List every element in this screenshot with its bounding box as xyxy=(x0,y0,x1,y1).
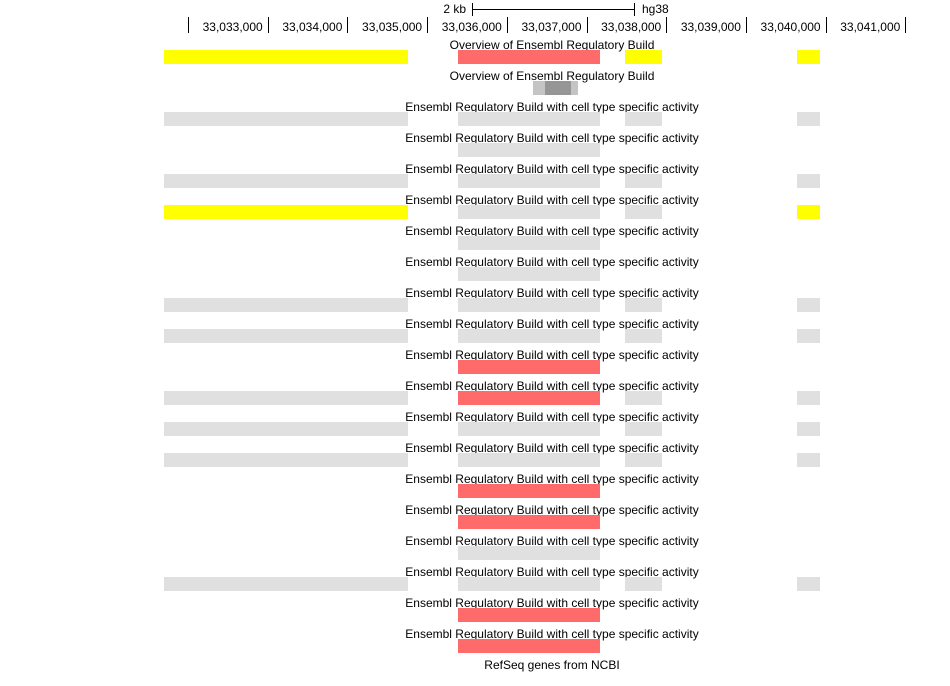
track-label: Ensembl Regulatory Build with cell type … xyxy=(405,224,699,238)
track-item[interactable] xyxy=(458,329,600,343)
track-item[interactable] xyxy=(164,391,408,405)
ruler-coordinate-label: 33,038,000 xyxy=(601,20,662,34)
track-label: Ensembl Regulatory Build with cell type … xyxy=(405,503,699,517)
track-item[interactable] xyxy=(458,577,600,591)
track-label: Overview of Ensembl Regulatory Build xyxy=(449,38,655,52)
track-item[interactable] xyxy=(458,639,600,653)
track-item[interactable] xyxy=(797,298,820,312)
scale-bar-line xyxy=(473,9,634,10)
ruler-tick xyxy=(825,17,827,33)
track-item[interactable] xyxy=(164,205,408,219)
ruler-tick xyxy=(347,17,349,33)
track-item[interactable] xyxy=(458,205,600,219)
track-item[interactable] xyxy=(625,174,662,188)
track-item[interactable] xyxy=(625,422,662,436)
ruler-coordinate-label: 33,035,000 xyxy=(362,20,423,34)
track-label: Overview of Ensembl Regulatory Build xyxy=(449,69,655,83)
track-label: Ensembl Regulatory Build with cell type … xyxy=(405,472,699,486)
track-label: Ensembl Regulatory Build with cell type … xyxy=(405,565,699,579)
track-item[interactable] xyxy=(458,515,600,529)
ruler-tick xyxy=(666,17,668,33)
track-item[interactable] xyxy=(625,453,662,467)
track-item[interactable] xyxy=(545,81,571,95)
track-label: Ensembl Regulatory Build with cell type … xyxy=(405,441,699,455)
track-label: Ensembl Regulatory Build with cell type … xyxy=(405,410,699,424)
track-item[interactable] xyxy=(625,391,662,405)
track-item[interactable] xyxy=(164,329,408,343)
track-item[interactable] xyxy=(533,81,545,95)
track-label: Ensembl Regulatory Build with cell type … xyxy=(405,348,699,362)
track-item[interactable] xyxy=(458,360,600,374)
ruler-coordinate-label: 33,040,000 xyxy=(760,20,821,34)
ruler-coordinate-label: 33,036,000 xyxy=(441,20,502,34)
track-item[interactable] xyxy=(797,50,820,64)
track-item[interactable] xyxy=(164,298,408,312)
track-label: Ensembl Regulatory Build with cell type … xyxy=(405,379,699,393)
track-item[interactable] xyxy=(625,50,662,64)
track-item[interactable] xyxy=(458,143,600,157)
ruler-coordinate-label: 33,039,000 xyxy=(680,20,741,34)
track-item[interactable] xyxy=(797,174,820,188)
track-item[interactable] xyxy=(458,391,600,405)
track-item[interactable] xyxy=(164,577,408,591)
track-item[interactable] xyxy=(458,484,600,498)
track-item[interactable] xyxy=(458,608,600,622)
track-item[interactable] xyxy=(458,50,600,64)
track-label: Ensembl Regulatory Build with cell type … xyxy=(405,627,699,641)
track-item[interactable] xyxy=(458,112,600,126)
track-item[interactable] xyxy=(458,267,600,281)
track-item[interactable] xyxy=(164,50,408,64)
track-item[interactable] xyxy=(797,112,820,126)
track-item[interactable] xyxy=(625,112,662,126)
track-item[interactable] xyxy=(458,298,600,312)
ruler-tick xyxy=(745,17,747,33)
track-item[interactable] xyxy=(458,453,600,467)
scale-bar-bracket xyxy=(472,3,635,16)
track-item[interactable] xyxy=(797,205,820,219)
track-label: Ensembl Regulatory Build with cell type … xyxy=(405,131,699,145)
assembly-label: hg38 xyxy=(642,2,669,16)
ruler-tick xyxy=(586,17,588,33)
track-item[interactable] xyxy=(164,174,408,188)
ruler-tick xyxy=(905,17,907,33)
track-label: Ensembl Regulatory Build with cell type … xyxy=(405,317,699,331)
track-label: Ensembl Regulatory Build with cell type … xyxy=(405,100,699,114)
track-label: Ensembl Regulatory Build with cell type … xyxy=(405,534,699,548)
track-item[interactable] xyxy=(164,112,408,126)
ruler-coordinate-label: 33,034,000 xyxy=(282,20,343,34)
track-item[interactable] xyxy=(797,577,820,591)
ruler-coordinate-label: 33,037,000 xyxy=(521,20,582,34)
ruler-tick xyxy=(188,17,189,33)
track-label: RefSeq genes from NCBI xyxy=(484,658,620,672)
track-item[interactable] xyxy=(797,329,820,343)
track-label: Ensembl Regulatory Build with cell type … xyxy=(405,162,699,176)
track-item[interactable] xyxy=(458,546,600,560)
scale-bar-label: 2 kb xyxy=(443,2,466,16)
track-item[interactable] xyxy=(797,391,820,405)
track-label: Ensembl Regulatory Build with cell type … xyxy=(405,286,699,300)
track-item[interactable] xyxy=(458,174,600,188)
ruler-tick xyxy=(506,17,508,33)
track-item[interactable] xyxy=(164,453,408,467)
track-label: Ensembl Regulatory Build with cell type … xyxy=(405,193,699,207)
ruler-tick xyxy=(427,17,429,33)
track-item[interactable] xyxy=(797,453,820,467)
track-label: Ensembl Regulatory Build with cell type … xyxy=(405,596,699,610)
track-item[interactable] xyxy=(625,577,662,591)
track-item[interactable] xyxy=(625,329,662,343)
track-item[interactable] xyxy=(625,298,662,312)
track-item[interactable] xyxy=(571,81,578,95)
track-item[interactable] xyxy=(458,236,600,250)
track-item[interactable] xyxy=(458,422,600,436)
ruler-coordinate-label: 33,033,000 xyxy=(202,20,263,34)
track-item[interactable] xyxy=(797,422,820,436)
ruler-tick xyxy=(267,17,269,33)
track-item[interactable] xyxy=(164,422,408,436)
track-label: Ensembl Regulatory Build with cell type … xyxy=(405,255,699,269)
ruler-coordinate-label: 33,041,000 xyxy=(840,20,901,34)
track-item[interactable] xyxy=(625,205,662,219)
